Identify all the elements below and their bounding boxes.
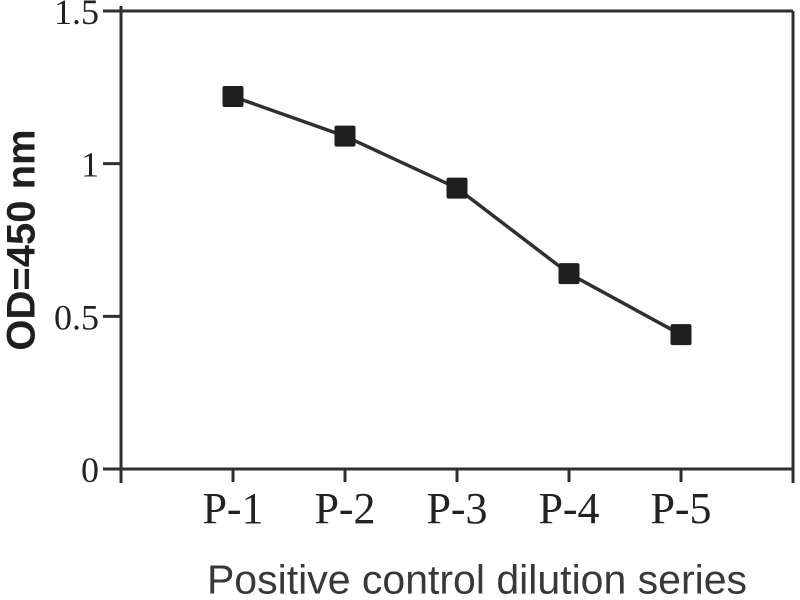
y-tick-label: 1 [81,145,99,185]
data-point [670,324,692,346]
data-point [334,125,356,147]
data-point [222,85,244,107]
y-tick-label: 0.5 [54,297,99,337]
x-tick-label: P-2 [314,484,375,533]
x-tick-label: P-1 [202,484,263,533]
series-line [232,94,682,337]
y-tick-label: 1.5 [54,0,99,32]
data-point [558,263,580,285]
x-tick-label: P-4 [538,484,599,533]
data-point [446,177,468,199]
x-axis-label: Positive control dilution series [206,556,748,600]
x-tick-label: P-5 [650,484,711,533]
y-tick-label: 0 [81,450,99,490]
x-tick-label: P-3 [426,484,487,533]
y-axis-label: OD=450 nm [0,129,44,351]
